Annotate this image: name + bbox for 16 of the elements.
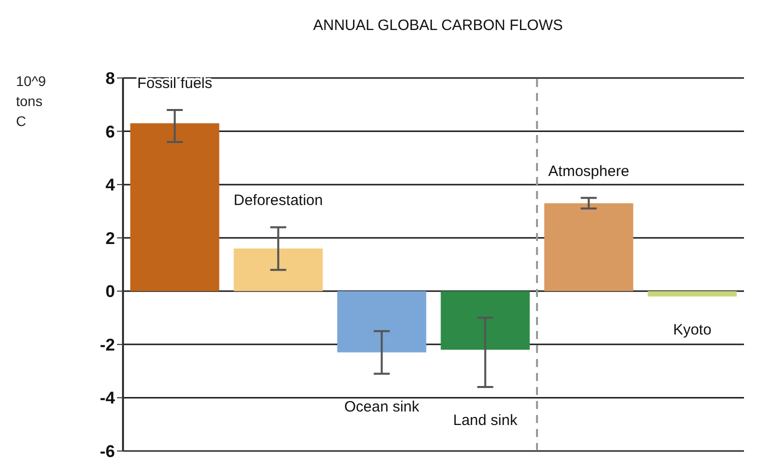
y-tick-label: -2: [100, 335, 115, 354]
x-tick-label: Land sink: [453, 412, 518, 430]
y-tick-label: -6: [100, 442, 115, 462]
chart-title: ANNUAL GLOBAL CARBON FLOWS: [313, 17, 563, 34]
y-tick-label: 4: [106, 176, 116, 195]
x-tick-label: Kyoto: [673, 321, 712, 338]
x-tick-label: Atmosphere: [548, 162, 630, 180]
y-tick-label: -4: [100, 388, 116, 408]
y-tick-label: 0: [106, 282, 115, 302]
y-tick-label: 2: [106, 228, 115, 248]
x-tick-label: Ocean sink: [344, 398, 420, 416]
y-axis-title: 10^9 tons C: [16, 73, 46, 129]
y-tick-label: 6: [106, 122, 115, 142]
x-tick-label: Fossil fuels: [137, 74, 212, 92]
x-tick-label: Deforestation: [234, 192, 323, 210]
y-tick-label: 8: [106, 69, 115, 88]
